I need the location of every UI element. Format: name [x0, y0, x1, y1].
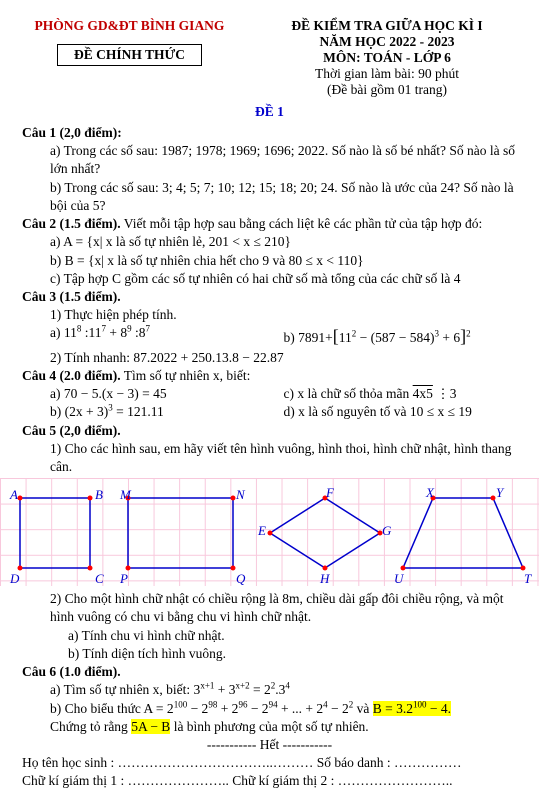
- time: Thời gian làm bài: 90 phút: [257, 66, 517, 82]
- q1-b: b) Trong các số sau: 3; 4; 5; 7; 10; 12;…: [22, 179, 517, 215]
- lbl-G: G: [382, 522, 391, 540]
- de-number: ĐỀ 1: [22, 104, 517, 120]
- q4-d: d) x là số nguyên tố và 10 ≤ x ≤ 19: [284, 403, 518, 421]
- q5-p2a: a) Tính chu vi hình chữ nhật.: [22, 627, 517, 645]
- q1-a: a) Trong các số sau: 1987; 1978; 1969; 1…: [22, 142, 517, 178]
- q4-c: c) x là chữ số thỏa mãn 4x5 ⋮3: [284, 385, 518, 403]
- lbl-U: U: [394, 570, 403, 588]
- lbl-P: P: [120, 570, 128, 588]
- rhombus-efgh: [260, 486, 390, 582]
- q2-b: b) B = {x| x là số tự nhiên chia hết cho…: [22, 252, 517, 270]
- title: ĐỀ KIỂM TRA GIỮA HỌC KÌ I: [257, 18, 517, 34]
- hl-B: B = 3.2100 − 4.: [373, 701, 451, 716]
- lbl-A: A: [10, 486, 18, 504]
- header-right: ĐỀ KIỂM TRA GIỮA HỌC KÌ I NĂM HỌC 2022 -…: [257, 18, 517, 98]
- q6-title: Câu 6 (1.0 điểm).: [22, 663, 517, 681]
- q3-row1: a) 118 :117 + 89 :87 b) 7891+[112 − (587…: [22, 324, 517, 348]
- q1-title: Câu 1 (2,0 điểm):: [22, 124, 517, 142]
- lbl-E: E: [258, 522, 266, 540]
- square-abcd: [10, 486, 100, 582]
- q2-line: Câu 2 (1.5 điểm). Viết mỗi tập hợp sau b…: [22, 215, 517, 233]
- lbl-H: H: [320, 570, 329, 588]
- pages: (Đề bài gồm 01 trang): [257, 82, 517, 98]
- q4-row1: a) 70 − 5.(x − 3) = 45 c) x là chữ số th…: [22, 385, 517, 403]
- footer-name: Họ tên học sinh : ……………………………..……… Số bá…: [22, 754, 517, 772]
- header-left: PHÒNG GD&ĐT BÌNH GIANG ĐỀ CHÍNH THỨC: [22, 18, 237, 98]
- lbl-Y: Y: [496, 484, 503, 502]
- lbl-X: X: [426, 484, 434, 502]
- q5-title: Câu 5 (2,0 điểm).: [22, 422, 517, 440]
- subject: MÔN: TOÁN - LỚP 6: [257, 50, 517, 66]
- q6-c: Chứng tỏ rằng 5A − B là bình phương của …: [22, 718, 517, 736]
- q3-a: a) 118 :117 + 89 :87: [50, 324, 284, 348]
- lbl-D: D: [10, 570, 19, 588]
- q4-line: Câu 4 (2.0 điểm). Tìm số tự nhiên x, biế…: [22, 367, 517, 385]
- dept-name: PHÒNG GD&ĐT BÌNH GIANG: [22, 18, 237, 34]
- q5-lead: 1) Cho các hình sau, em hãy viết tên hìn…: [22, 440, 517, 476]
- q4-row2: b) (2x + 3)3 = 121.11 d) x là số nguyên …: [22, 403, 517, 421]
- lbl-N: N: [236, 486, 245, 504]
- year: NĂM HỌC 2022 - 2023: [257, 34, 517, 50]
- hl-5AB: 5A − B: [131, 719, 170, 734]
- lbl-Q: Q: [236, 570, 245, 588]
- q4-lead: Tìm số tự nhiên x, biết:: [124, 368, 251, 383]
- footer-sig: Chữ kí giám thị 1 : ………………….. Chữ kí giá…: [22, 772, 517, 790]
- figures: A B C D M N Q P E F G H X Y T: [0, 478, 539, 586]
- trap-xytu: [398, 486, 533, 582]
- q2-title: Câu 2 (1.5 điểm).: [22, 216, 121, 231]
- q3-title: Câu 3 (1.5 điểm).: [22, 288, 517, 306]
- q3-line2: 2) Tính nhanh: 87.2022 + 250.13.8 − 22.8…: [22, 349, 517, 367]
- q4-title: Câu 4 (2.0 điểm).: [22, 368, 121, 383]
- q4-b: b) (2x + 3)3 = 121.11: [50, 403, 284, 421]
- het: ----------- Hết -----------: [22, 736, 517, 754]
- q4-a: a) 70 − 5.(x − 3) = 45: [50, 385, 284, 403]
- q2-c: c) Tập hợp C gồm các số tự nhiên có hai …: [22, 270, 517, 288]
- q3-lead: 1) Thực hiện phép tính.: [22, 306, 517, 324]
- lbl-B: B: [95, 486, 103, 504]
- q2-lead: Viết mỗi tập hợp sau bằng cách liệt kê c…: [124, 216, 483, 231]
- lbl-C: C: [95, 570, 104, 588]
- lbl-F: F: [326, 484, 334, 502]
- content: Câu 1 (2,0 điểm): a) Trong các số sau: 1…: [22, 124, 517, 791]
- q2-a: a) A = {x| x là số tự nhiên lẻ, 201 < x …: [22, 233, 517, 251]
- header: PHÒNG GD&ĐT BÌNH GIANG ĐỀ CHÍNH THỨC ĐỀ …: [22, 18, 517, 98]
- q5-p2b: b) Tính diện tích hình vuông.: [22, 645, 517, 663]
- q6-a: a) Tìm số tự nhiên x, biết: 3x+1 + 3x+2 …: [22, 681, 517, 699]
- lbl-T: T: [524, 570, 531, 588]
- lbl-M: M: [120, 486, 131, 504]
- q6-b: b) Cho biểu thức A = 2100 − 298 + 296 − …: [22, 700, 517, 718]
- q3-b: b) 7891+[112 − (587 − 584)3 + 6]2: [284, 324, 518, 348]
- q5-p2: 2) Cho một hình chữ nhật có chiều rộng l…: [22, 590, 517, 626]
- chinhtuc-box: ĐỀ CHÍNH THỨC: [57, 44, 202, 66]
- rect-mnpq: [118, 486, 248, 582]
